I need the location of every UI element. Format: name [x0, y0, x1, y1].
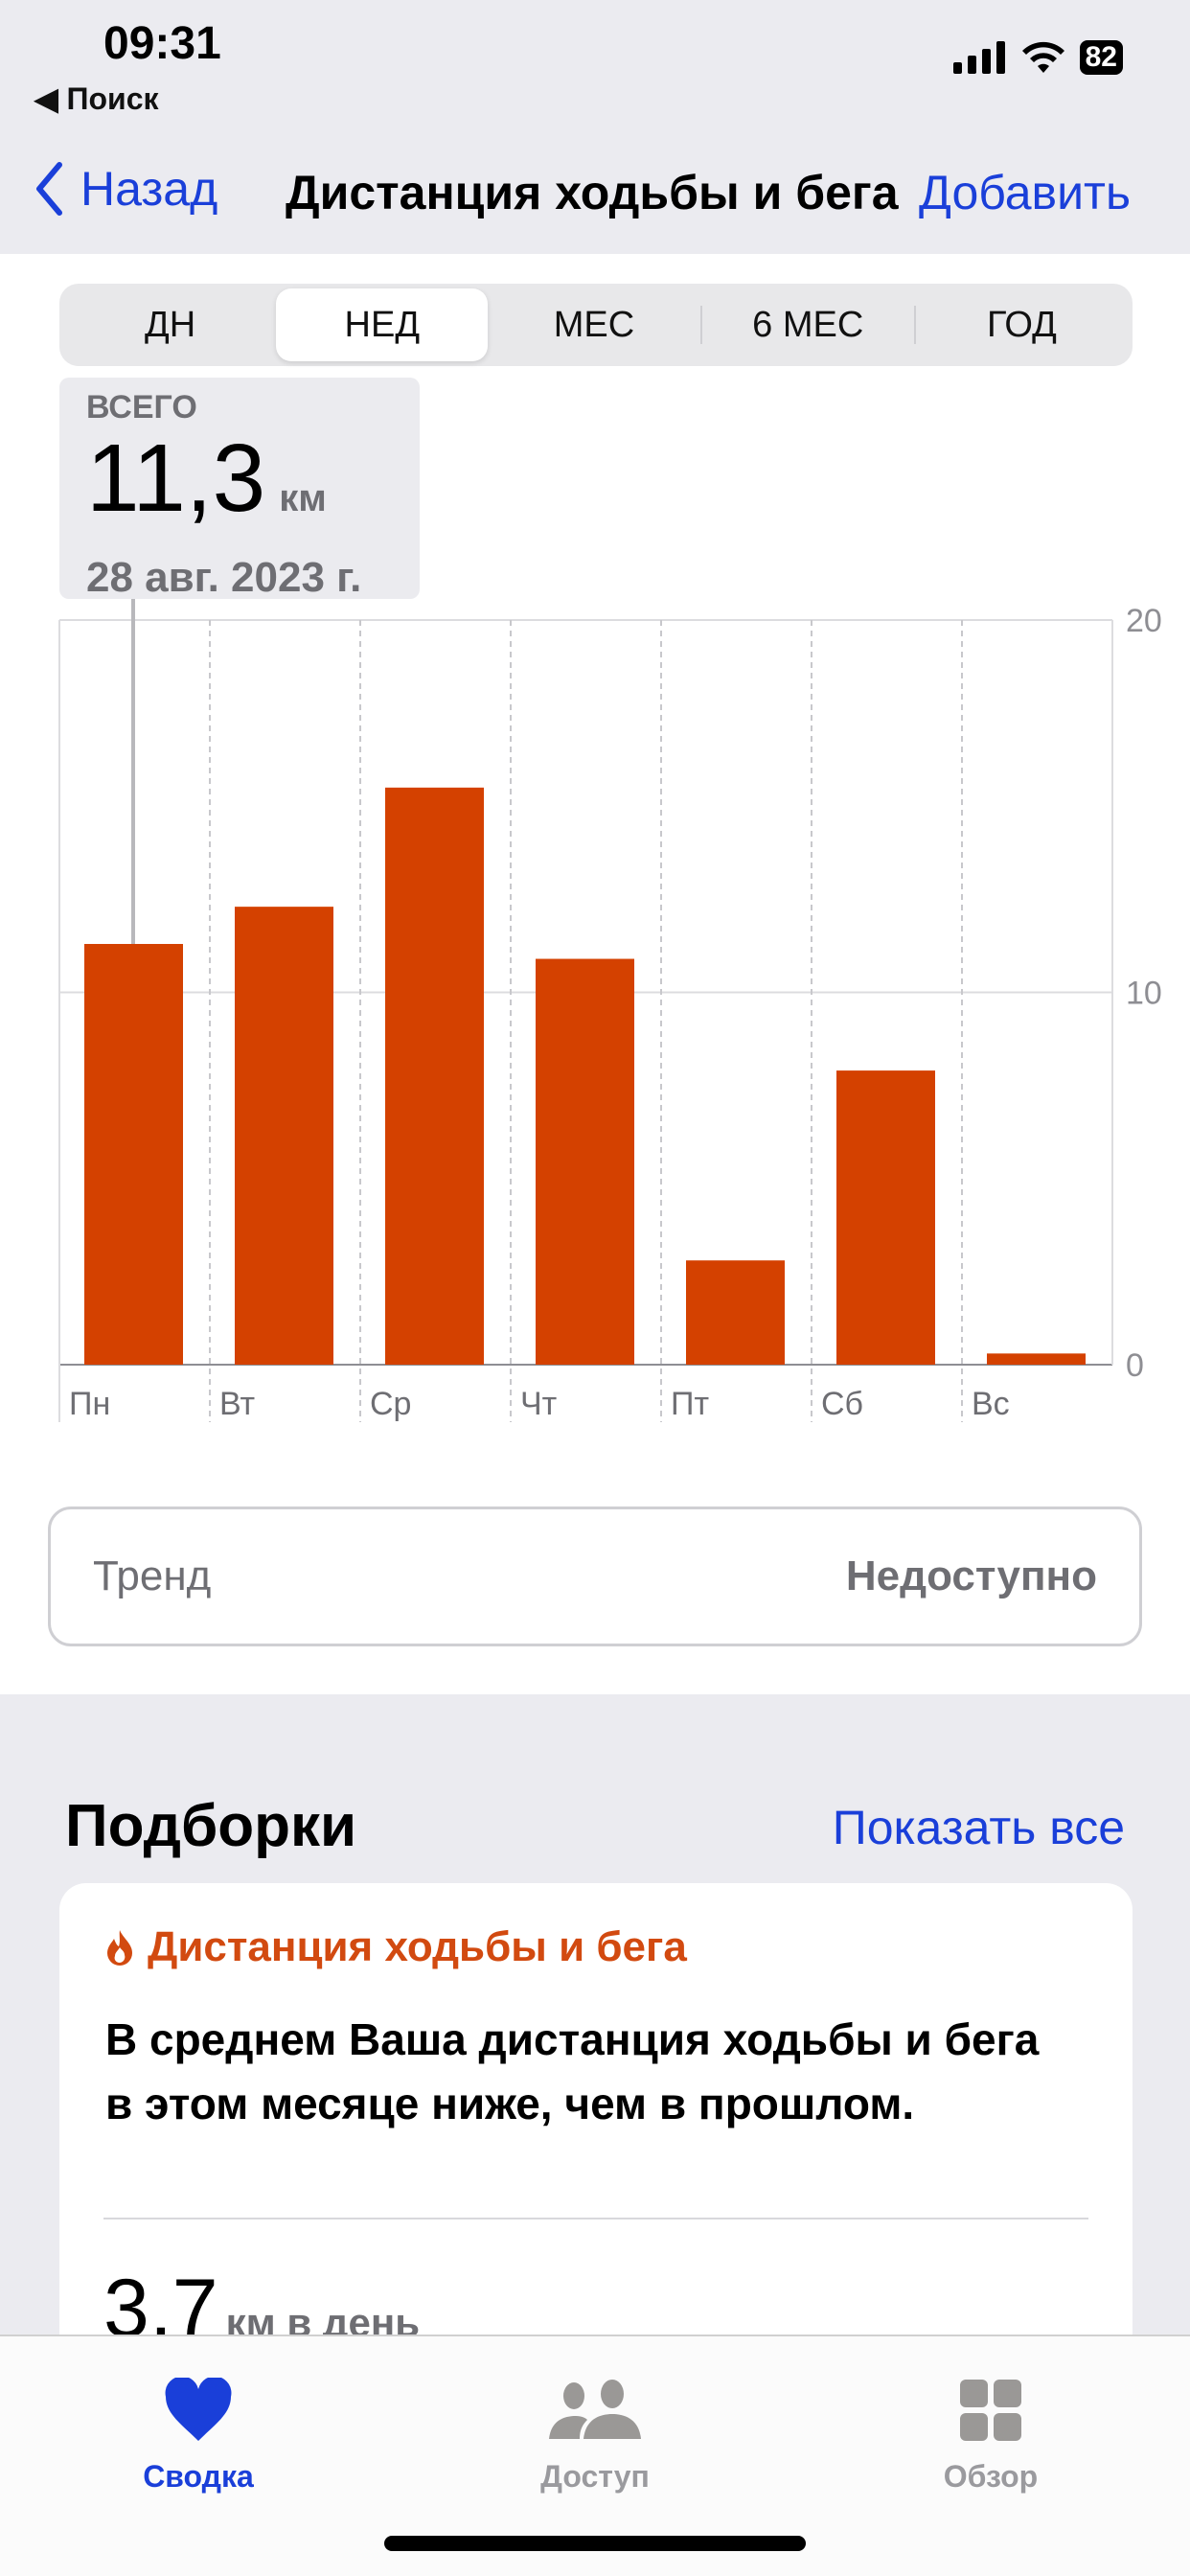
y-tick-label: 20	[1126, 603, 1162, 639]
x-tick-label: Вс	[972, 1386, 1010, 1422]
segment-week[interactable]: НЕД	[276, 288, 489, 361]
x-tick-label: Чт	[520, 1386, 557, 1422]
tab-browse-label: Обзор	[943, 2459, 1039, 2494]
y-tick-label: 10	[1126, 976, 1162, 1012]
x-tick-label: Пн	[69, 1386, 110, 1422]
bar-Ср[interactable]	[385, 787, 484, 1365]
tooltip-unit: км	[279, 477, 327, 519]
card-body: В среднем Ваша дистанция ходьбы и бега в…	[105, 2014, 1040, 2128]
distance-bar-chart[interactable]: 0 10 20 Пн Вт Ср Чт Пт Сб Вс	[0, 575, 1190, 1438]
show-all-link[interactable]: Показать все	[832, 1801, 1125, 1854]
tooltip-date: 28 авг. 2023 г.	[86, 554, 362, 601]
grid-icon	[960, 2380, 1021, 2441]
segment-month[interactable]: МЕС	[553, 305, 635, 345]
highlights-title: Подборки	[65, 1793, 357, 1859]
battery-icon: 82	[1079, 40, 1123, 75]
status-time: 09:31	[103, 18, 221, 69]
card-title: Дистанция ходьбы и бега	[148, 1923, 687, 1970]
segment-divider	[913, 306, 916, 344]
bar-Вс[interactable]	[987, 1353, 1086, 1365]
segment-year[interactable]: ГОД	[986, 305, 1057, 345]
trend-row[interactable]: Тренд Недоступно	[48, 1506, 1142, 1646]
bar-Пн[interactable]	[84, 943, 183, 1365]
x-tick-label: Ср	[370, 1386, 411, 1422]
tab-sharing-label: Доступ	[540, 2459, 650, 2494]
tab-summary-label: Сводка	[143, 2459, 254, 2494]
card-divider	[103, 2218, 1088, 2220]
segment-divider	[699, 306, 702, 344]
chevron-left-icon	[36, 162, 62, 216]
trend-value: Недоступно	[845, 1552, 1097, 1599]
segment-day[interactable]: ДН	[145, 305, 196, 345]
status-icons: 82	[952, 40, 1123, 75]
period-segmented-control[interactable]: ДН НЕД МЕС 6 МЕС ГОД	[59, 284, 1133, 366]
tooltip-value-row: 11,3 км	[86, 428, 393, 548]
segment-6-months[interactable]: 6 МЕС	[752, 305, 864, 345]
bar-Вт[interactable]	[235, 907, 333, 1365]
heart-icon	[165, 2378, 232, 2441]
y-tick-label: 0	[1126, 1347, 1144, 1384]
x-tick-label: Вт	[219, 1386, 255, 1422]
flame-icon	[107, 1930, 132, 1966]
tooltip-value: 11,3	[86, 425, 266, 532]
home-indicator	[384, 2536, 806, 2551]
back-label: Назад	[80, 162, 218, 216]
x-tick-label: Пт	[671, 1386, 709, 1422]
tab-browse[interactable]: Обзор	[885, 2373, 1096, 2495]
people-icon	[549, 2380, 641, 2439]
bar-Сб[interactable]	[836, 1070, 935, 1365]
tab-sharing[interactable]: Доступ	[490, 2373, 700, 2495]
x-tick-label: Сб	[821, 1386, 863, 1422]
trend-label: Тренд	[93, 1552, 212, 1599]
signal-icon	[952, 41, 1005, 74]
bar-Чт[interactable]	[536, 958, 634, 1365]
selection-tooltip: ВСЕГО 11,3 км 28 авг. 2023 г.	[59, 378, 420, 601]
card-title-row: Дистанция ходьбы и бега	[105, 1923, 687, 1971]
add-button[interactable]: Добавить	[919, 166, 1131, 219]
tooltip-label: ВСЕГО	[86, 389, 197, 426]
wifi-icon	[1021, 41, 1064, 73]
bar-Пт[interactable]	[686, 1260, 785, 1365]
status-back-to-search[interactable]: ◀ Поиск	[34, 81, 159, 116]
page-title: Дистанция ходьбы и бега	[286, 166, 899, 219]
tab-summary[interactable]: Сводка	[93, 2373, 304, 2495]
back-button[interactable]: Назад	[34, 161, 217, 217]
